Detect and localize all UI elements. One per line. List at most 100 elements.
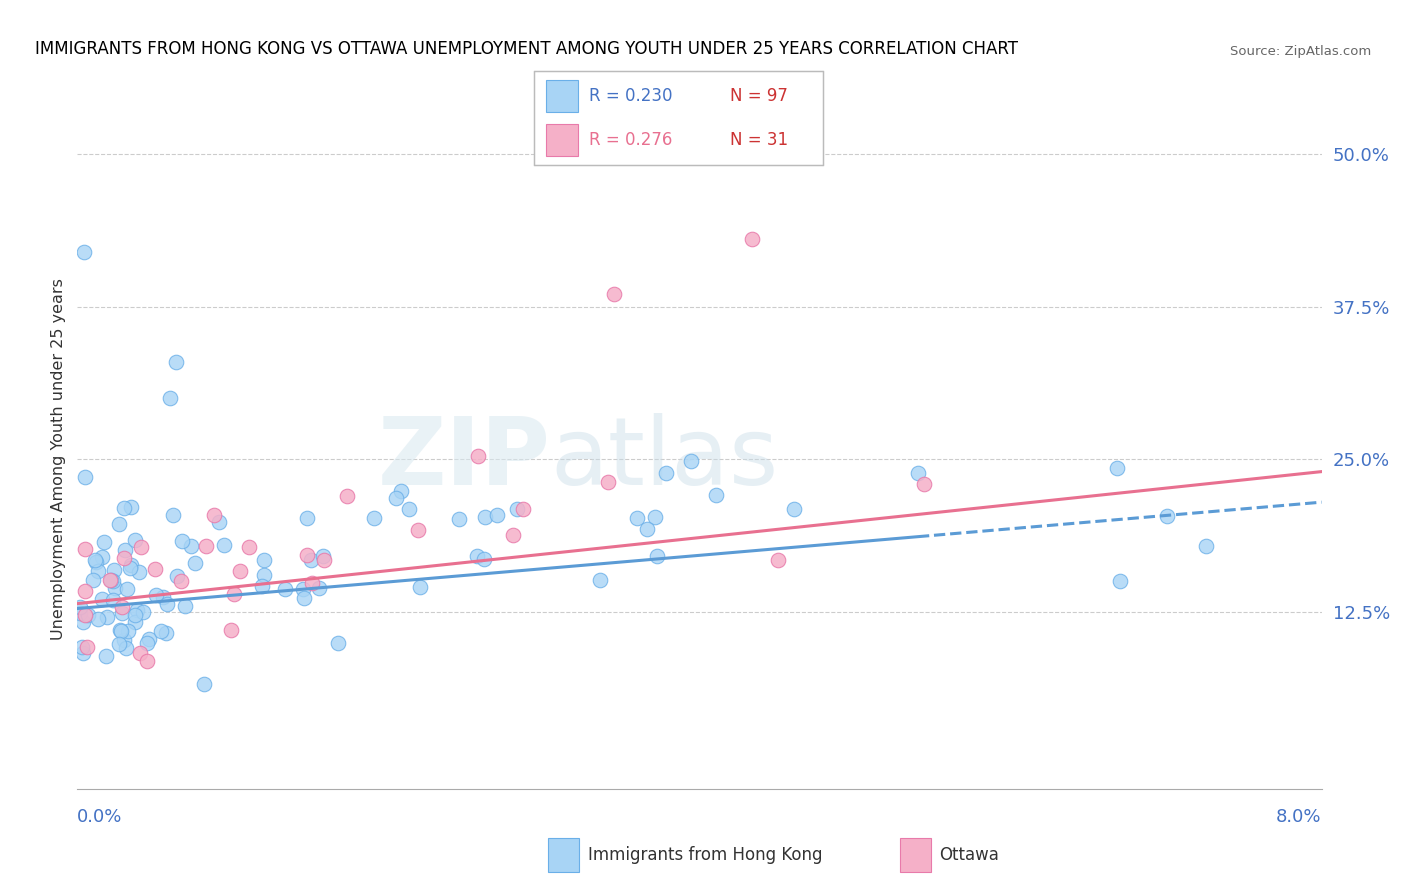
- Text: atlas: atlas: [550, 413, 779, 506]
- Text: ZIP: ZIP: [377, 413, 550, 506]
- Point: [172, 534, 194, 549]
- Point: [162, 508, 184, 522]
- Point: [389, 484, 412, 499]
- Point: [112, 500, 135, 515]
- Point: [1195, 539, 1218, 553]
- Point: [108, 623, 131, 637]
- Point: [76, 640, 98, 654]
- Point: [112, 632, 135, 647]
- Point: [103, 563, 125, 577]
- Point: [96, 610, 118, 624]
- Point: [636, 522, 658, 536]
- Point: [94, 648, 117, 663]
- Point: [1156, 508, 1178, 523]
- Point: [741, 232, 763, 246]
- Point: [385, 491, 408, 505]
- Text: R = 0.230: R = 0.230: [589, 87, 672, 104]
- Point: [465, 549, 488, 563]
- Point: [115, 582, 138, 596]
- Point: [86, 564, 108, 578]
- Text: N = 31: N = 31: [730, 131, 789, 149]
- Point: [208, 516, 231, 530]
- Point: [136, 635, 159, 649]
- Point: [108, 636, 131, 650]
- Point: [238, 540, 260, 554]
- Text: Ottawa: Ottawa: [939, 847, 1000, 864]
- Point: [502, 528, 524, 542]
- Point: [77, 607, 100, 622]
- Point: [91, 592, 114, 607]
- Point: [90, 550, 112, 565]
- Point: [72, 646, 94, 660]
- Point: [75, 608, 97, 623]
- Point: [75, 584, 97, 599]
- Point: [127, 603, 149, 617]
- Point: [103, 592, 125, 607]
- Point: [596, 475, 619, 489]
- Point: [274, 582, 297, 596]
- Point: [111, 606, 134, 620]
- Point: [135, 654, 157, 668]
- Point: [783, 502, 806, 516]
- Point: [72, 244, 94, 259]
- FancyBboxPatch shape: [546, 79, 578, 112]
- Point: [72, 615, 94, 629]
- Point: [82, 573, 104, 587]
- Point: [512, 501, 534, 516]
- Point: [194, 539, 217, 553]
- Point: [644, 510, 666, 524]
- Point: [184, 556, 207, 570]
- Point: [100, 574, 122, 588]
- Point: [145, 588, 167, 602]
- Point: [907, 466, 929, 480]
- Text: R = 0.276: R = 0.276: [589, 131, 672, 149]
- Point: [155, 625, 177, 640]
- Text: Source: ZipAtlas.com: Source: ZipAtlas.com: [1230, 45, 1371, 58]
- Point: [222, 587, 245, 601]
- Point: [128, 646, 150, 660]
- Point: [69, 600, 91, 615]
- Point: [363, 511, 385, 525]
- Point: [156, 597, 179, 611]
- Point: [486, 508, 509, 522]
- Point: [336, 490, 359, 504]
- Y-axis label: Unemployment Among Youth under 25 years: Unemployment Among Youth under 25 years: [51, 278, 66, 640]
- Point: [101, 574, 124, 588]
- Point: [117, 624, 139, 638]
- Point: [170, 574, 193, 589]
- Point: [98, 573, 121, 587]
- Point: [84, 555, 107, 569]
- Point: [291, 582, 314, 596]
- Point: [128, 565, 150, 579]
- Point: [447, 512, 470, 526]
- Point: [112, 550, 135, 565]
- Point: [165, 354, 187, 368]
- Point: [474, 509, 496, 524]
- Point: [299, 553, 322, 567]
- Point: [645, 549, 668, 563]
- Point: [104, 581, 127, 595]
- Point: [253, 567, 276, 582]
- Point: [297, 511, 319, 525]
- Point: [655, 466, 678, 480]
- Point: [73, 470, 96, 484]
- Point: [506, 502, 529, 516]
- Text: N = 97: N = 97: [730, 87, 789, 104]
- Point: [159, 391, 181, 405]
- Point: [93, 535, 115, 549]
- Point: [84, 553, 107, 567]
- Point: [69, 607, 91, 621]
- Point: [467, 449, 489, 463]
- Point: [292, 591, 315, 606]
- Point: [70, 640, 93, 655]
- Point: [120, 500, 142, 514]
- Point: [132, 605, 155, 619]
- Point: [326, 636, 349, 650]
- Point: [152, 590, 174, 604]
- Text: 8.0%: 8.0%: [1277, 808, 1322, 826]
- Point: [295, 549, 318, 563]
- Point: [193, 677, 215, 691]
- Point: [87, 612, 110, 626]
- Point: [120, 558, 142, 572]
- Point: [301, 576, 323, 591]
